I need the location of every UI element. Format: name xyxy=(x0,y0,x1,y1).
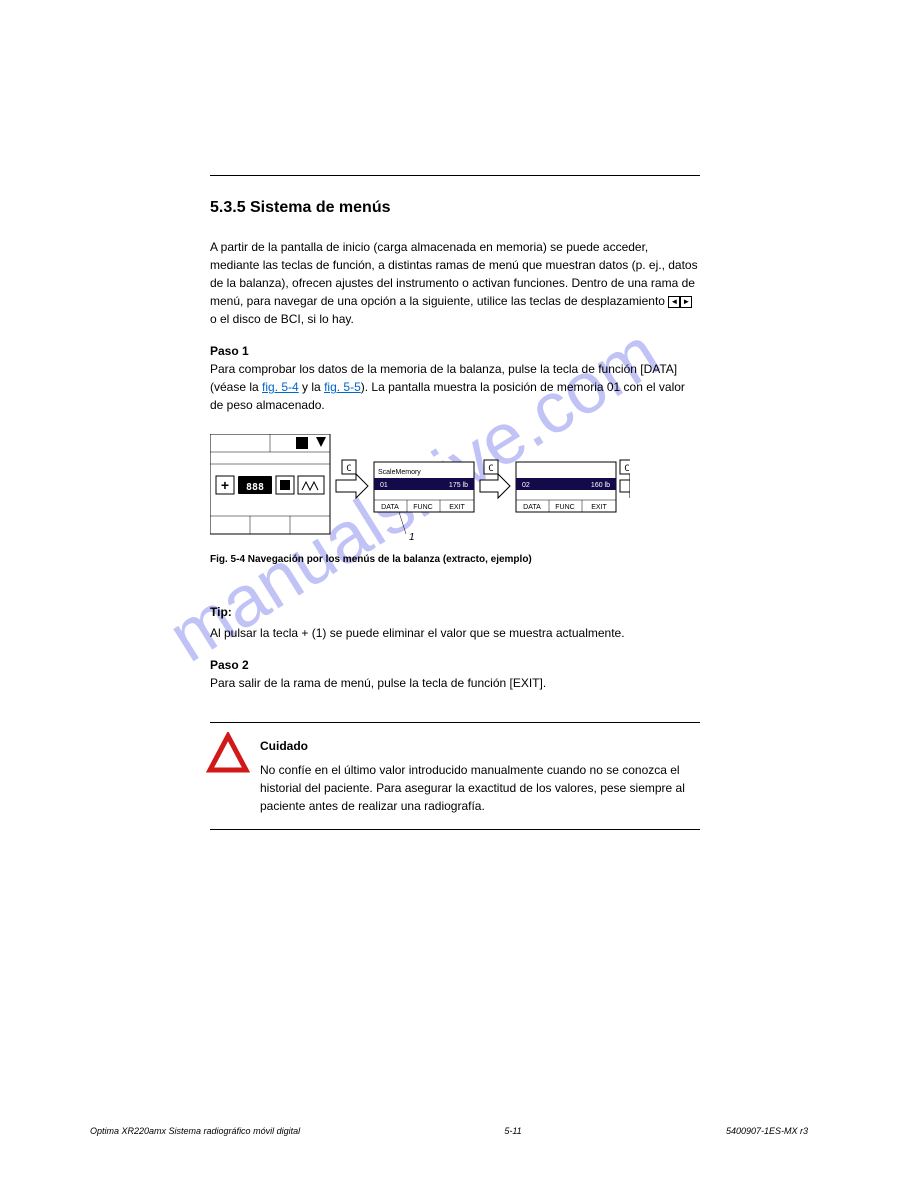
arrow-3: C xyxy=(620,460,630,498)
svg-text:160 lb: 160 lb xyxy=(591,482,610,489)
section-number: 5.3.5 xyxy=(210,196,250,220)
svg-text:C: C xyxy=(346,464,351,474)
nav-right-icon: ► xyxy=(680,296,692,308)
svg-text:DATA: DATA xyxy=(381,504,399,511)
footer-left: Optima XR220amx Sistema radiográfico móv… xyxy=(90,1125,300,1139)
menu-screen-2: 02 160 lb DATA FUNC EXIT xyxy=(516,462,616,512)
section-rule-top xyxy=(210,175,700,176)
link-fig-5-5[interactable]: fig. 5-5 xyxy=(324,380,361,394)
step-1-label: Paso 1 xyxy=(210,342,700,360)
step-1: Paso 1 Para comprobar los datos de la me… xyxy=(210,342,700,414)
svg-text:FUNC: FUNC xyxy=(555,504,574,511)
menu-screen-1: ScaleMemory 01 175 lb DATA FUNC EXIT xyxy=(374,462,474,512)
figure-caption: Fig. 5-4 Navegación por los menús de la … xyxy=(210,552,532,567)
svg-text:ScaleMemory: ScaleMemory xyxy=(378,469,421,476)
link-fig-5-4[interactable]: fig. 5-4 xyxy=(262,380,299,394)
annotation-leader xyxy=(399,512,406,534)
intro-text-1: A partir de la pantalla de inicio (carga… xyxy=(210,240,698,308)
intro-text-2: o el disco de BCI, si lo hay. xyxy=(210,312,354,326)
step-2-text: Para salir de la rama de menú, pulse la … xyxy=(210,674,700,692)
svg-text:C: C xyxy=(488,464,493,474)
footer-right: 5400907-1ES-MX r3 xyxy=(726,1125,808,1139)
svg-text:+: + xyxy=(221,477,229,493)
page-footer: Optima XR220amx Sistema radiográfico móv… xyxy=(0,1125,918,1139)
alert-text: No confíe en el último valor introducido… xyxy=(260,761,700,815)
tip-label: Tip: xyxy=(210,605,232,619)
alert-heading: Cuidado xyxy=(260,737,700,755)
tip-text: Al pulsar la tecla + (1) se puede elimin… xyxy=(210,624,700,642)
nav-left-icon: ◄ xyxy=(668,296,680,308)
svg-text:C: C xyxy=(624,464,629,474)
intro-paragraph: A partir de la pantalla de inicio (carga… xyxy=(210,238,700,328)
svg-text:FUNC: FUNC xyxy=(413,504,432,511)
alert-rule-bottom xyxy=(210,829,700,830)
device-panel: + 888 xyxy=(210,434,330,534)
arrow-2: C xyxy=(480,460,510,498)
figure-5-4: + 888 C ScaleMemory 01 xyxy=(210,434,700,574)
step-1-text: Para comprobar los datos de la memoria d… xyxy=(210,360,700,414)
tip-text-b: ) se puede eliminar el valor que se mues… xyxy=(322,626,624,640)
footer-page-number: 5-11 xyxy=(504,1125,521,1139)
warning-triangle-icon xyxy=(206,732,250,776)
svg-text:01: 01 xyxy=(380,482,388,489)
arrow-1: C xyxy=(336,460,368,498)
svg-text:02: 02 xyxy=(522,482,530,489)
tip-block: Tip: Al pulsar la tecla + (1) se puede e… xyxy=(210,602,700,642)
svg-text:175 lb: 175 lb xyxy=(449,482,468,489)
annotation-number: 1 xyxy=(409,532,415,543)
step-2: Paso 2 Para salir de la rama de menú, pu… xyxy=(210,656,700,692)
svg-text:EXIT: EXIT xyxy=(449,504,465,511)
svg-text:EXIT: EXIT xyxy=(591,504,607,511)
step-1-text-b: y la xyxy=(299,380,324,394)
tip-text-a: Al pulsar la tecla + ( xyxy=(210,626,316,640)
svg-text:DATA: DATA xyxy=(523,504,541,511)
alert-box: Cuidado No confíe en el último valor int… xyxy=(210,722,700,830)
step-2-label: Paso 2 xyxy=(210,656,700,674)
section-title: Sistema de menús xyxy=(250,196,700,220)
svg-text:888: 888 xyxy=(246,482,264,493)
